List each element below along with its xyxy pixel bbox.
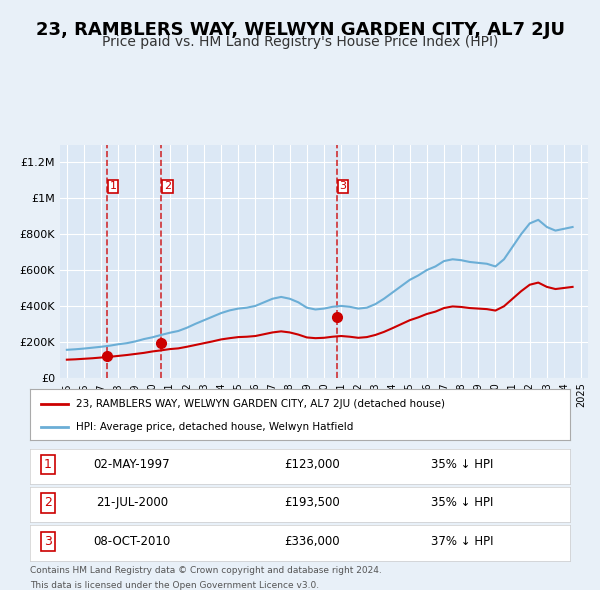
Text: 37% ↓ HPI: 37% ↓ HPI <box>431 535 493 548</box>
Text: 3: 3 <box>340 182 346 192</box>
Text: 3: 3 <box>44 535 52 548</box>
Text: This data is licensed under the Open Government Licence v3.0.: This data is licensed under the Open Gov… <box>30 581 319 590</box>
Text: 1: 1 <box>44 458 52 471</box>
Text: 23, RAMBLERS WAY, WELWYN GARDEN CITY, AL7 2JU: 23, RAMBLERS WAY, WELWYN GARDEN CITY, AL… <box>35 21 565 39</box>
Text: 2: 2 <box>164 182 171 192</box>
Text: 35% ↓ HPI: 35% ↓ HPI <box>431 458 493 471</box>
Text: 1: 1 <box>109 182 116 192</box>
Text: Contains HM Land Registry data © Crown copyright and database right 2024.: Contains HM Land Registry data © Crown c… <box>30 566 382 575</box>
Text: 35% ↓ HPI: 35% ↓ HPI <box>431 496 493 510</box>
Text: £336,000: £336,000 <box>284 535 340 548</box>
Text: £193,500: £193,500 <box>284 496 340 510</box>
Text: 2: 2 <box>44 496 52 510</box>
Text: 21-JUL-2000: 21-JUL-2000 <box>96 496 168 510</box>
Text: HPI: Average price, detached house, Welwyn Hatfield: HPI: Average price, detached house, Welw… <box>76 422 353 432</box>
Text: 02-MAY-1997: 02-MAY-1997 <box>94 458 170 471</box>
Text: 08-OCT-2010: 08-OCT-2010 <box>94 535 170 548</box>
Text: £123,000: £123,000 <box>284 458 340 471</box>
Text: Price paid vs. HM Land Registry's House Price Index (HPI): Price paid vs. HM Land Registry's House … <box>102 35 498 50</box>
Text: 23, RAMBLERS WAY, WELWYN GARDEN CITY, AL7 2JU (detached house): 23, RAMBLERS WAY, WELWYN GARDEN CITY, AL… <box>76 399 445 409</box>
